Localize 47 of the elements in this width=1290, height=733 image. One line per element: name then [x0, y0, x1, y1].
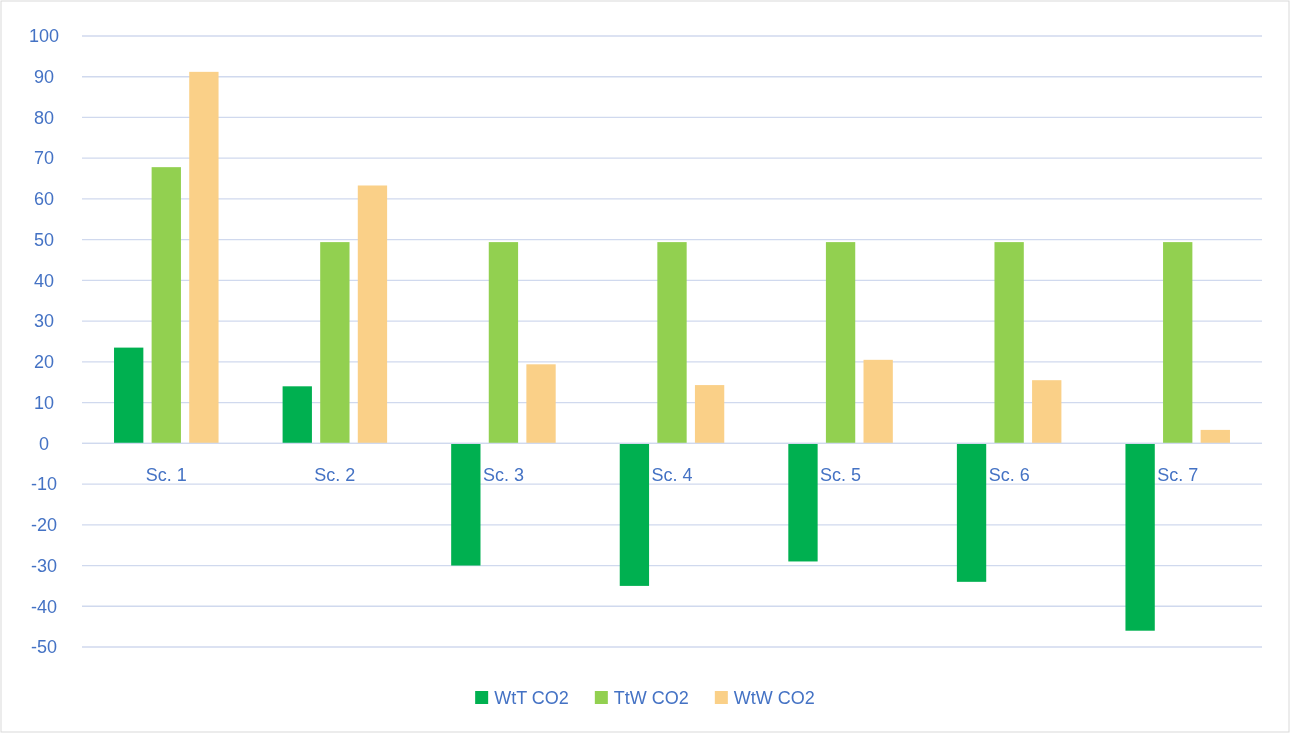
- x-tick-label: Sc. 4: [651, 465, 693, 486]
- y-tick-label: -20: [30, 515, 58, 536]
- y-tick-label: 100: [28, 26, 60, 47]
- y-tick-label: 0: [38, 433, 50, 454]
- bar: [189, 71, 219, 444]
- bar: [1125, 443, 1155, 631]
- y-tick-label: 70: [33, 148, 55, 169]
- bar: [657, 242, 687, 444]
- x-tick-label: Sc. 2: [314, 465, 356, 486]
- bar: [956, 443, 987, 582]
- y-tick-label: 20: [33, 352, 55, 373]
- y-tick-label: 50: [33, 229, 55, 250]
- y-tick-label: 90: [33, 66, 55, 87]
- bar: [694, 385, 725, 444]
- x-tick-label: Sc. 5: [820, 465, 862, 486]
- bar: [788, 443, 818, 562]
- bar: [357, 185, 388, 444]
- legend-label: WtT CO2: [494, 688, 569, 708]
- legend-label: WtW CO2: [733, 688, 815, 708]
- y-tick-label: 60: [33, 189, 55, 210]
- y-tick-label: 30: [33, 311, 55, 332]
- bar: [282, 386, 312, 444]
- y-tick-label: 80: [33, 107, 55, 128]
- bar: [488, 242, 519, 444]
- x-tick-label: Sc. 1: [145, 465, 187, 486]
- bar: [526, 364, 556, 444]
- bar: [994, 242, 1024, 444]
- bar: [114, 347, 144, 444]
- bar: [1032, 380, 1062, 444]
- x-tick-label: Sc. 7: [1157, 465, 1199, 486]
- bar: [320, 242, 350, 444]
- bar: [1163, 242, 1193, 444]
- y-tick-label: -30: [30, 555, 58, 576]
- x-tick-label: Sc. 6: [988, 465, 1030, 486]
- y-tick-label: 10: [33, 392, 55, 413]
- bar: [451, 443, 481, 566]
- y-tick-label: -50: [30, 637, 58, 658]
- y-tick-label: -40: [30, 596, 58, 617]
- bar: [825, 242, 856, 444]
- y-tick-label: -10: [30, 474, 58, 495]
- y-tick-label: 40: [33, 270, 55, 291]
- bar: [619, 443, 650, 586]
- bar: [1200, 429, 1230, 444]
- bar: [863, 359, 893, 444]
- bar: [151, 167, 181, 444]
- legend-label: TtW CO2: [613, 688, 689, 708]
- x-tick-label: Sc. 3: [482, 465, 524, 486]
